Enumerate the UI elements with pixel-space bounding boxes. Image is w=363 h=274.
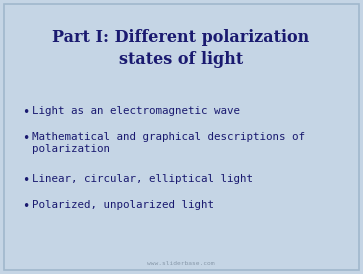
Text: Part I: Different polarization
states of light: Part I: Different polarization states of… — [52, 29, 310, 68]
Text: •: • — [22, 106, 29, 119]
Text: •: • — [22, 174, 29, 187]
Text: www.sliderbase.com: www.sliderbase.com — [147, 261, 215, 266]
Text: Mathematical and graphical descriptions of
polarization: Mathematical and graphical descriptions … — [32, 132, 305, 154]
Text: •: • — [22, 200, 29, 213]
Text: •: • — [22, 132, 29, 145]
Text: Polarized, unpolarized light: Polarized, unpolarized light — [32, 200, 214, 210]
Text: Linear, circular, elliptical light: Linear, circular, elliptical light — [32, 174, 253, 184]
Text: Light as an electromagnetic wave: Light as an electromagnetic wave — [32, 106, 240, 116]
